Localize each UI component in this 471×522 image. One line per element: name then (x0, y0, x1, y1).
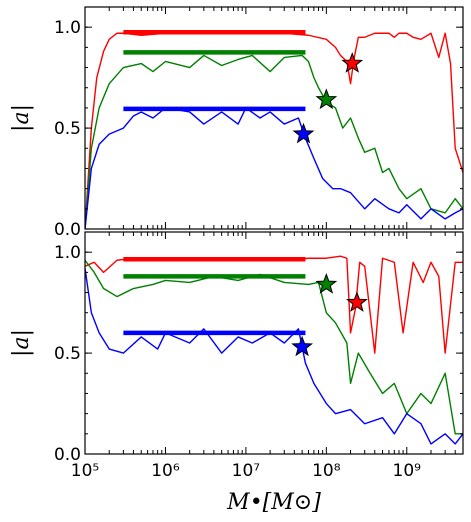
series-line-red (85, 32, 463, 229)
star-marker-red (346, 291, 368, 312)
series-line-blue (85, 268, 463, 445)
panel-bottom: 0.0 0.5 1.0 |a| 10⁵ 10⁶ 10⁷ 10⁸ 10⁹ M•[M⊙] (9, 231, 464, 515)
series-line-green (85, 54, 463, 229)
star-marker-green (315, 273, 338, 294)
plot-area (85, 255, 463, 445)
x-tick-label: 10⁵ (71, 461, 99, 481)
y-tick-label: 1.0 (54, 243, 81, 263)
x-axis-label: M•[M⊙] (226, 490, 321, 515)
series-line-red (85, 255, 463, 354)
x-tick-label: 10⁹ (393, 461, 422, 481)
series-line-green (85, 259, 463, 435)
series-line-blue (85, 107, 463, 229)
y-tick-label: 0.5 (54, 344, 81, 364)
y-axis-label: |a| (9, 104, 34, 132)
plot-area (85, 29, 463, 229)
axes-frame (84, 231, 464, 455)
x-ticks (84, 231, 464, 455)
x-tick-label: 10⁶ (151, 461, 180, 481)
x-tick-label: 10⁷ (232, 461, 261, 481)
star-marker-blue (291, 335, 313, 357)
y-tick-label: 0.5 (54, 119, 81, 139)
y-axis-label: |a| (9, 329, 34, 357)
y-tick-label: 0.0 (54, 445, 81, 465)
star-marker-green (315, 88, 338, 110)
y-tick-label: 1.0 (54, 18, 81, 38)
star-marker-blue (292, 122, 315, 144)
star-marker-red (341, 52, 364, 73)
axes-frame (84, 6, 464, 230)
y-tick-label: 0.0 (54, 220, 81, 240)
panel-top: 0.0 0.5 1.0 |a| (9, 6, 464, 240)
x-tick-label: 10⁸ (312, 461, 341, 481)
x-ticks (84, 6, 464, 230)
